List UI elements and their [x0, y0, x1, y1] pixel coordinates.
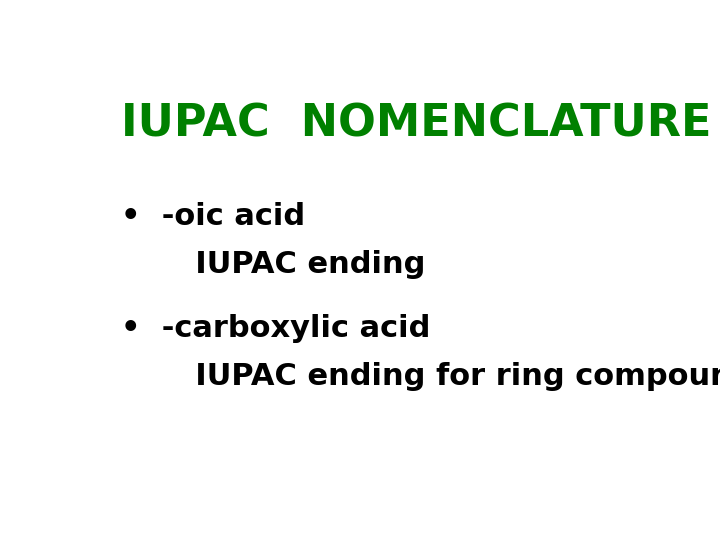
Text: IUPAC  NOMENCLATURE: IUPAC NOMENCLATURE — [121, 102, 711, 145]
Text: IUPAC ending: IUPAC ending — [121, 250, 425, 279]
Text: •  -carboxylic acid: • -carboxylic acid — [121, 314, 430, 343]
Text: •  -oic acid: • -oic acid — [121, 202, 305, 231]
Text: IUPAC ending for ring compounds: IUPAC ending for ring compounds — [121, 362, 720, 391]
